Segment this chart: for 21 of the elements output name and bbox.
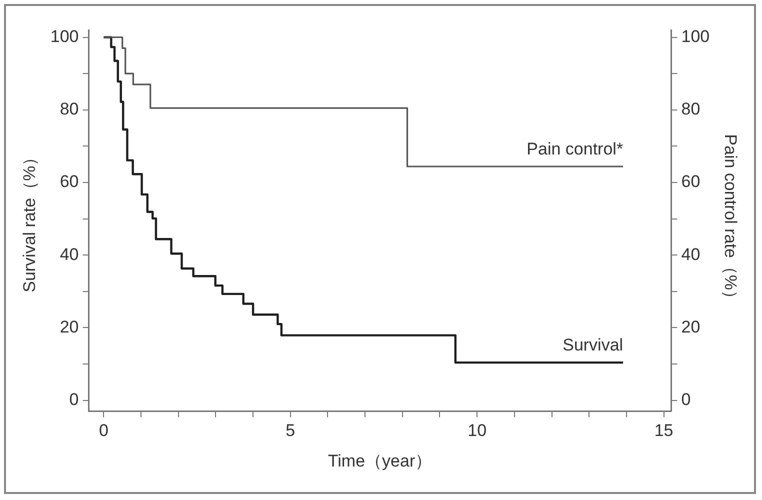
y-axis-title: Survival rate（%）	[20, 148, 39, 292]
y-tick-label: 40	[60, 244, 79, 264]
x-tick-label: 0	[98, 421, 108, 440]
y2-tick-label: 60	[681, 172, 700, 192]
y-tick-label: 100	[50, 26, 79, 46]
y-tick-label: 60	[60, 172, 79, 192]
y2-tick-label: 40	[681, 244, 700, 264]
x-tick-label: 10	[468, 421, 487, 440]
y2-tick-label: 0	[681, 390, 691, 409]
y2-tick-label: 100	[681, 26, 710, 46]
y2-tick-label: 80	[681, 100, 700, 119]
x-tick-label: 15	[654, 421, 674, 440]
x-axis-title: Time（year）	[328, 451, 432, 470]
x-tick-label: 5	[286, 421, 296, 440]
y2-tick-label: 20	[681, 317, 700, 336]
y-tick-label: 0	[69, 390, 79, 409]
y2-axis-title: Pain control rate（%）	[721, 134, 740, 308]
y-tick-label: 80	[60, 100, 79, 119]
series-label: Pain control*	[526, 140, 624, 159]
y-tick-label: 20	[60, 317, 79, 336]
series-label: Survival	[562, 336, 624, 355]
